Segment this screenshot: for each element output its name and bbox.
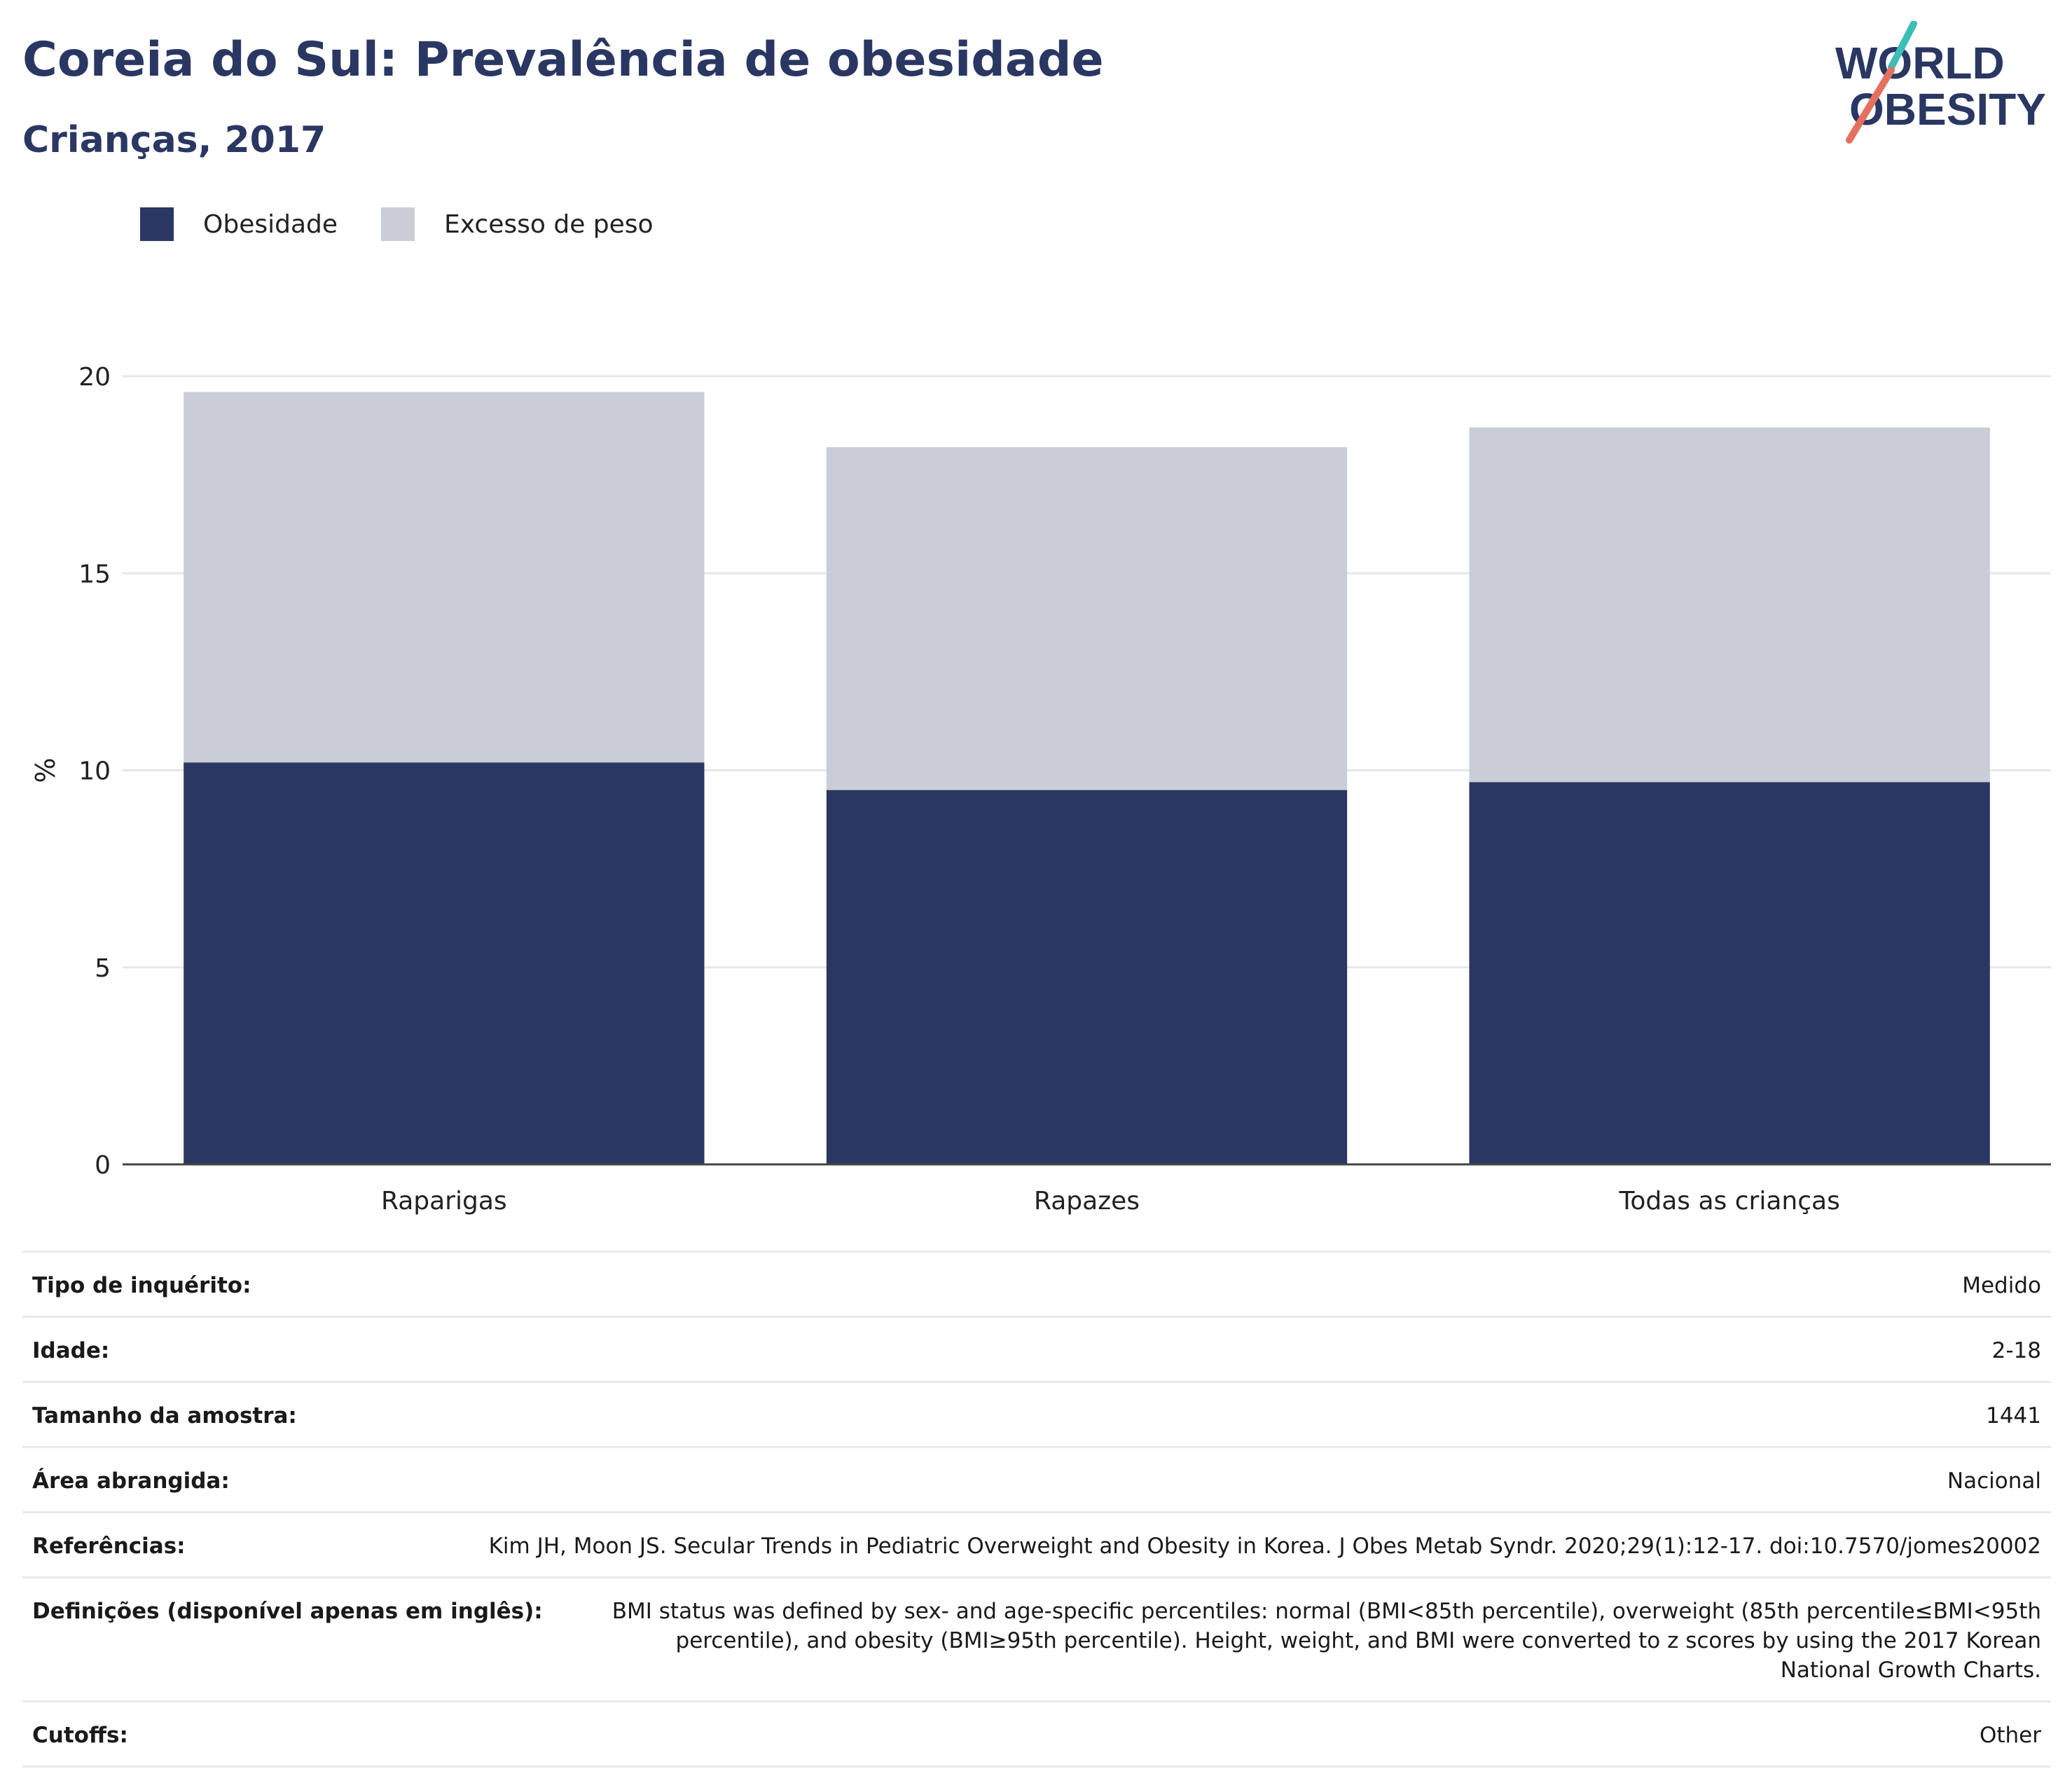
legend-label-obesity: Obesidade [203, 209, 338, 239]
info-row: Referências: Kim JH, Moon JS. Secular Tre… [22, 1513, 2051, 1578]
bar-obesity-0 [184, 762, 705, 1164]
info-row: Definições (disponível apenas em inglês)… [22, 1578, 2051, 1702]
info-value: BMI status was defined by sex- and age-s… [612, 1599, 2041, 1683]
info-value: Kim JH, Moon JS. Secular Trends in Pedia… [488, 1534, 2041, 1559]
info-key: Idade: [32, 1338, 110, 1363]
survey-info-table: Tipo de inquérito: Medido Idade: 2-18 Tamanh… [22, 1251, 2051, 1768]
bar-obesity-1 [826, 790, 1348, 1164]
info-key: Área abrangida: [32, 1468, 230, 1494]
y-tick-label-0: 0 [95, 1151, 111, 1180]
logo-teal-slash [1888, 21, 1917, 71]
x-tick-label-2: Todas as crianças [1618, 1187, 1839, 1216]
legend-item-obesity[interactable]: Obesidade [140, 207, 338, 241]
info-key: Referências: [32, 1534, 186, 1559]
bar-obesity-2 [1469, 782, 1990, 1164]
info-row: Área abrangida: Nacional [22, 1448, 2051, 1513]
page-subtitle: Crianças, 2017 [22, 119, 326, 161]
logo-red-slash [1846, 67, 1895, 144]
y-tick-label-10: 10 [78, 757, 111, 786]
stacked-bar-chart: 0 5 10 15 20% Raparigas Rapazes Todas as crianç… [30, 363, 2051, 1216]
legend-swatch-obesity [140, 207, 174, 241]
info-value: 2-18 [1991, 1338, 2041, 1363]
bar-overweight-0 [184, 392, 705, 763]
world-obesity-logo: WORLD OBESITY [1835, 21, 2046, 144]
info-value: Medido [1962, 1273, 2041, 1298]
legend-label-overweight: Excesso de peso [444, 209, 654, 239]
info-key: Cutoffs: [32, 1723, 128, 1748]
page-title: Coreia do Sul: Prevalência de obesidade [22, 32, 1104, 88]
y-axis-label: % [30, 757, 61, 783]
info-key: Tamanho da amostra: [32, 1403, 297, 1429]
logo-line-2: OBESITY [1849, 84, 2046, 135]
info-value: Other [1979, 1723, 2041, 1748]
y-tick-label-5: 5 [95, 954, 111, 983]
x-tick-label-0: Raparigas [381, 1187, 507, 1216]
legend-swatch-overweight [381, 207, 415, 241]
y-tick-label-15: 15 [78, 560, 111, 588]
chart-legend: Obesidade Excesso de peso [140, 207, 697, 241]
info-row: Tamanho da amostra: 1441 [22, 1383, 2051, 1448]
info-key: Definições (disponível apenas em inglês)… [32, 1599, 543, 1624]
info-row: Tipo de inquérito: Medido [22, 1253, 2051, 1318]
legend-item-overweight[interactable]: Excesso de peso [381, 207, 654, 241]
bar-overweight-2 [1469, 427, 1990, 783]
logo-line-1: WORLD [1835, 38, 2005, 88]
info-value: Nacional [1947, 1468, 2041, 1494]
info-row: Idade: 2-18 [22, 1318, 2051, 1383]
info-key: Tipo de inquérito: [32, 1273, 251, 1298]
info-value: 1441 [1986, 1403, 2041, 1429]
info-row: Cutoffs: Other [22, 1702, 2051, 1768]
x-tick-label-1: Rapazes [1034, 1187, 1140, 1216]
bar-overweight-1 [826, 447, 1348, 790]
y-tick-label-20: 20 [78, 363, 111, 392]
